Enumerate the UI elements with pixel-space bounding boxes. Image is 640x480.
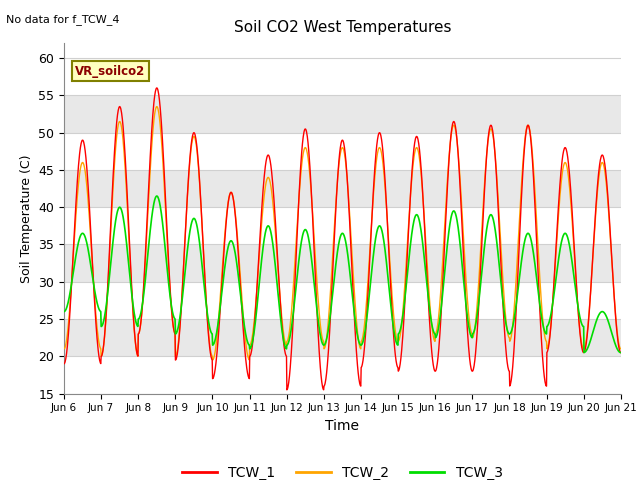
X-axis label: Time: Time [325, 419, 360, 433]
Bar [64, 319, 621, 356]
Bar [64, 43, 621, 96]
Bar [64, 244, 621, 282]
Bar [64, 170, 621, 207]
Bar [64, 96, 621, 132]
Bar [64, 132, 621, 170]
Y-axis label: Soil Temperature (C): Soil Temperature (C) [20, 154, 33, 283]
Legend: TCW_1, TCW_2, TCW_3: TCW_1, TCW_2, TCW_3 [177, 460, 508, 480]
Bar [64, 207, 621, 244]
Bar [64, 356, 621, 394]
Text: No data for f_TCW_4: No data for f_TCW_4 [6, 14, 120, 25]
Text: VR_soilco2: VR_soilco2 [75, 65, 145, 78]
Bar [64, 282, 621, 319]
Title: Soil CO2 West Temperatures: Soil CO2 West Temperatures [234, 20, 451, 35]
